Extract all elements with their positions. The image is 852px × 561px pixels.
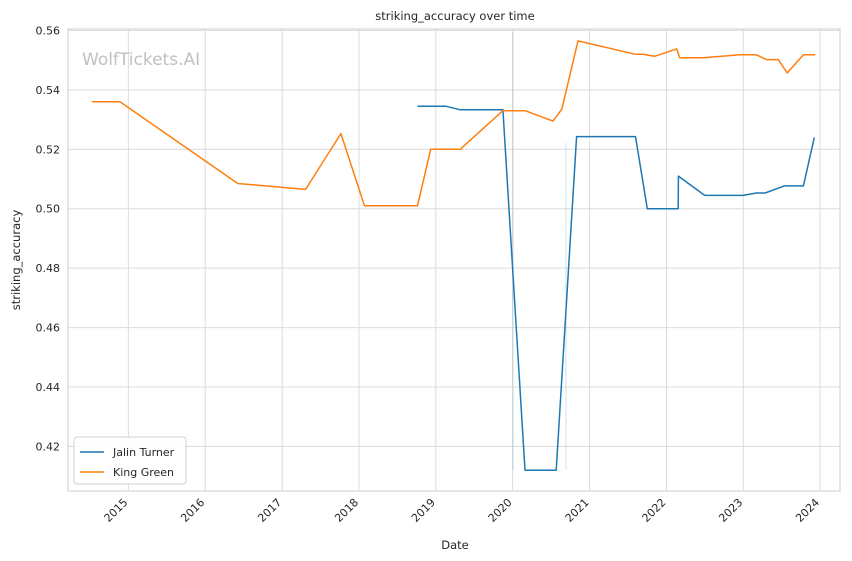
series-line-jalin-turner (417, 105, 816, 471)
y-tick-label: 0.50 (36, 203, 61, 216)
gridlines (68, 29, 840, 491)
y-tick-label: 0.52 (36, 143, 61, 156)
legend: Jalin Turner King Green (73, 436, 187, 485)
y-axis-label: striking_accuracy (9, 210, 23, 311)
y-tick-label: 0.56 (36, 24, 61, 37)
watermark: WolfTickets.AI (82, 50, 200, 70)
y-tick-label: 0.46 (36, 322, 61, 335)
y-axis-ticks: 0.42 0.44 0.46 0.48 0.50 0.52 0.54 0.56 (36, 24, 61, 453)
y-tick-label: 0.48 (36, 262, 61, 275)
x-axis-label: Date (441, 538, 469, 552)
y-tick-label: 0.54 (36, 84, 61, 97)
plot-area (67, 28, 841, 492)
series-line-king-green (92, 40, 816, 207)
legend-label-jalin-turner: Jalin Turner (112, 446, 175, 459)
y-tick-label: 0.44 (36, 381, 61, 394)
legend-label-king-green: King Green (113, 466, 174, 479)
y-tick-label: 0.42 (36, 440, 61, 453)
series-lines (92, 40, 816, 471)
chart-title: striking_accuracy over time (375, 9, 534, 23)
